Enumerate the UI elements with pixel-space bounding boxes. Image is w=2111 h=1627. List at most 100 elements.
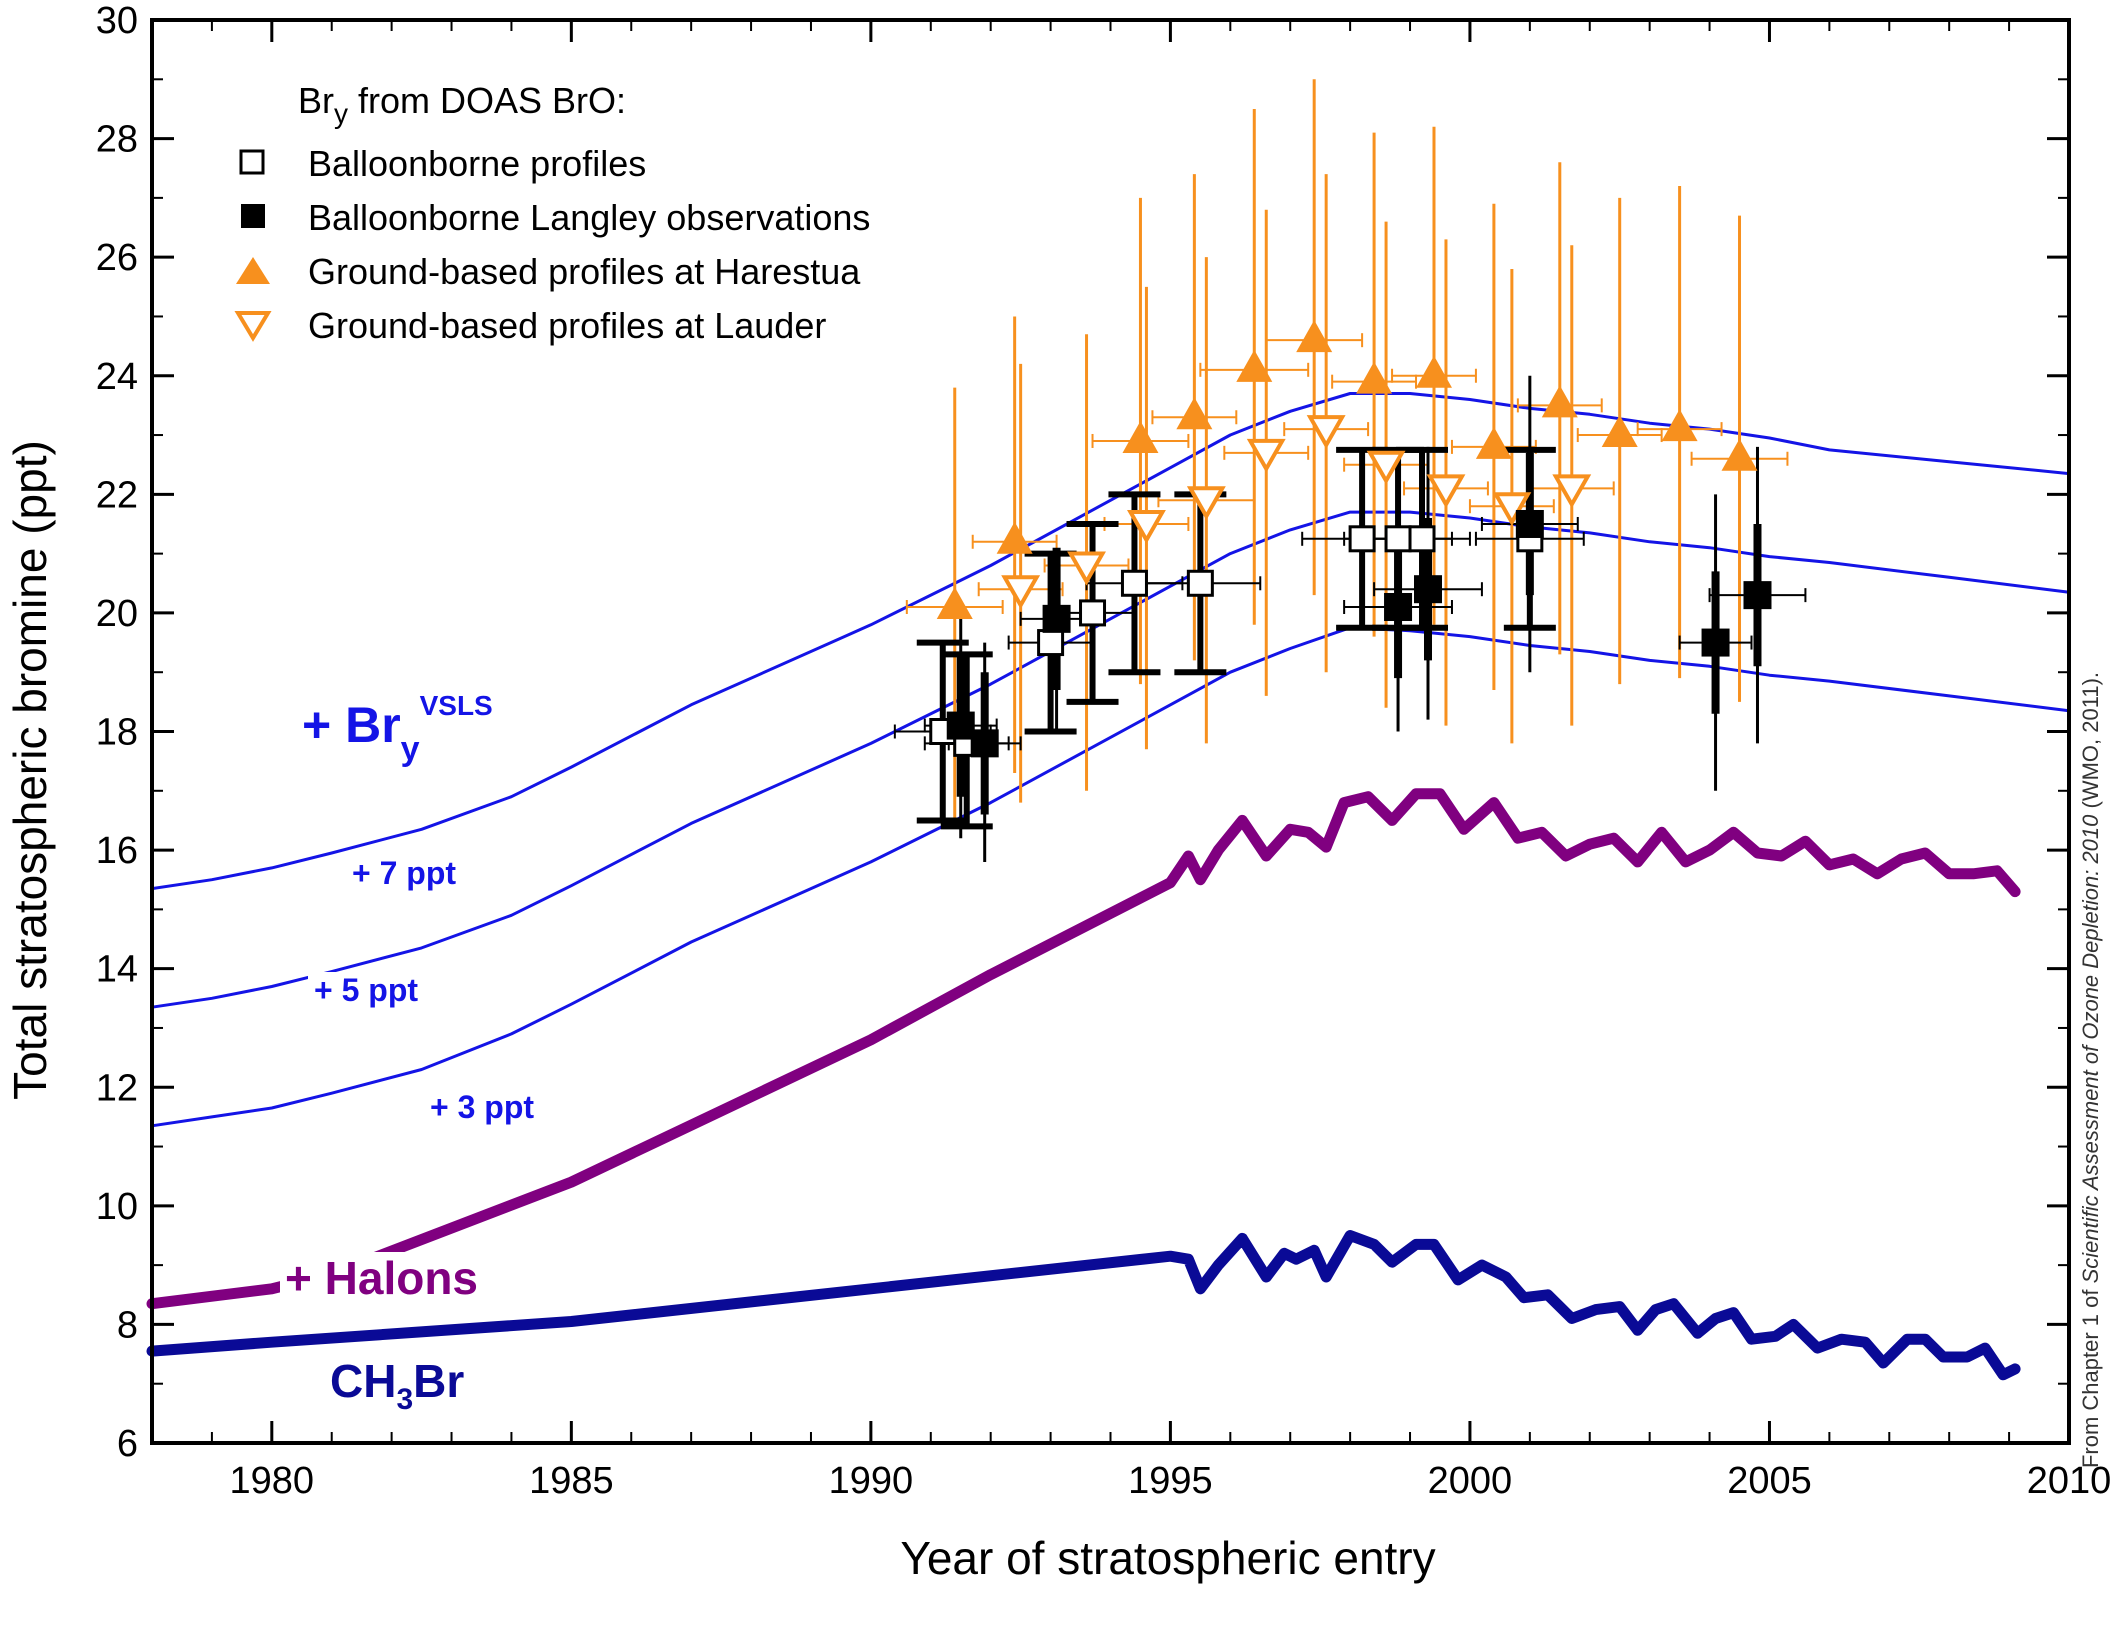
credit-suffix: (WMO, 2011). [2078,672,2103,815]
label-plus-5-ppt: + 5 ppt [314,972,418,1008]
x-tick-label: 1980 [230,1460,315,1502]
ch3br-line [146,1230,2021,1381]
x-axis-title: Year of stratospheric entry [900,1532,1435,1584]
y-tick-label: 10 [96,1186,138,1228]
harestua-marker [1356,361,1393,394]
label-background [325,1356,490,1410]
langley-marker [1743,581,1772,610]
label-halons: + Halons [285,1252,478,1304]
harestua-marker [1541,385,1578,418]
plus-7-ppt-line [151,392,2070,891]
label-background [308,972,428,1012]
harestua-marker [1296,320,1333,353]
lauder-marker [1126,509,1166,545]
langley-marker [1042,604,1071,633]
y-axis-title: Total stratospheric bromine (ppt) [4,440,56,1100]
balloon-profile-marker [1037,629,1065,657]
langley-marker [946,711,975,740]
legend-title-rest: from DOAS BrO: [348,80,626,121]
plot-frame [150,18,2071,1445]
legend-filled-square-marker [241,204,265,228]
source-credit: From Chapter 1 of Scientific Assessment … [2078,672,2103,1468]
legend-title-main: Br [298,80,334,121]
lauder-marker [1001,575,1041,610]
legend-entry-lauder: Ground-based profiles at Lauder [308,305,826,346]
halons-line [146,788,2021,1310]
y-tick-label: 30 [96,0,138,42]
balloon-profile-marker [1348,525,1376,553]
label-ch3br-a: CH [330,1355,396,1407]
legend-open-square-marker [239,149,265,175]
y-tick-label: 16 [96,830,138,872]
credit-italic: Scientific Assessment of Ozone Depletion… [2078,814,2103,1284]
label-plus-7-ppt: + 7 ppt [352,855,456,891]
legend: Bry from DOAS BrO: Balloonborne profiles… [234,80,870,346]
harestua-marker [1236,349,1273,382]
balloon-profile-marker [1408,525,1436,553]
label-ch3br-sub: 3 [396,1383,413,1416]
label-bry-vsls: + BryVSLS [302,690,493,768]
lauder-marker [1246,438,1286,473]
harestua-marker [1176,397,1213,430]
lauder-marker [1186,486,1226,521]
legend-open-triangle-marker [234,311,272,342]
y-tick-label: 20 [96,593,138,635]
label-background [424,1089,544,1129]
y-tick-label: 24 [96,356,138,398]
x-tick-label: 1995 [1128,1460,1213,1502]
label-plus-3-ppt: + 3 ppt [430,1089,534,1125]
y-tick-label: 26 [96,237,138,279]
x-tick-label: 1990 [829,1460,914,1502]
label-ch3br-b: Br [413,1355,464,1407]
points-layer [893,79,1807,862]
lauder-marker [1366,450,1406,485]
label-bry-sup: VSLS [420,690,493,721]
lauder-marker [1492,492,1532,527]
y-tick-label: 18 [96,712,138,754]
lauder-marker [1426,474,1466,509]
harestua-marker [1601,415,1638,448]
langley-marker [970,729,999,758]
balloon-profile-marker [1186,569,1214,597]
lauder-marker [1306,415,1346,450]
harestua-marker [996,521,1033,554]
legend-entry-balloon-profiles: Balloonborne profiles [308,143,646,184]
langley-marker [1701,628,1730,657]
balloon-profile-marker [1384,525,1412,553]
harestua-marker [1475,426,1512,459]
harestua-marker [936,586,973,619]
label-bry-main: + Br [302,697,401,753]
langley-marker [1515,509,1544,538]
x-tick-label: 2000 [1428,1460,1513,1502]
harestua-marker [1122,420,1159,453]
legend-filled-triangle-marker [236,257,270,284]
lauder-marker [1067,551,1106,586]
label-background [280,1252,505,1308]
harestua-marker [1415,355,1452,388]
y-tick-label: 6 [117,1423,138,1465]
tick-layer: 1980 1985 1990 1995 2000 2005 2010 6 8 10 12 14 16 18… [96,0,2111,1502]
y-tick-label: 14 [96,949,138,991]
legend-entry-harestua: Ground-based profiles at Harestua [308,251,861,292]
langley-marker [1414,575,1443,604]
legend-entry-balloon-langley: Balloonborne Langley observations [308,197,870,238]
label-background [295,695,495,755]
curves-layer [146,392,2070,1410]
harestua-marker [1661,409,1698,442]
label-ch3br: CH3Br [330,1355,464,1416]
y-tick-label: 28 [96,119,138,161]
plus-3-ppt-line [151,626,2070,1128]
legend-title-sub: y [334,98,348,129]
y-tick-label: 12 [96,1067,138,1109]
balloon-profile-marker [1120,569,1148,597]
x-tick-label: 1985 [529,1460,614,1502]
lauder-marker [1552,474,1592,509]
y-tick-label: 22 [96,474,138,516]
plus-5-ppt-line [151,510,2070,1009]
label-background [345,855,465,895]
label-bry-sub: y [401,730,420,768]
y-tick-label: 8 [117,1304,138,1346]
credit-prefix: From Chapter 1 of [2078,1283,2103,1468]
x-tick-label: 2010 [2027,1460,2111,1502]
